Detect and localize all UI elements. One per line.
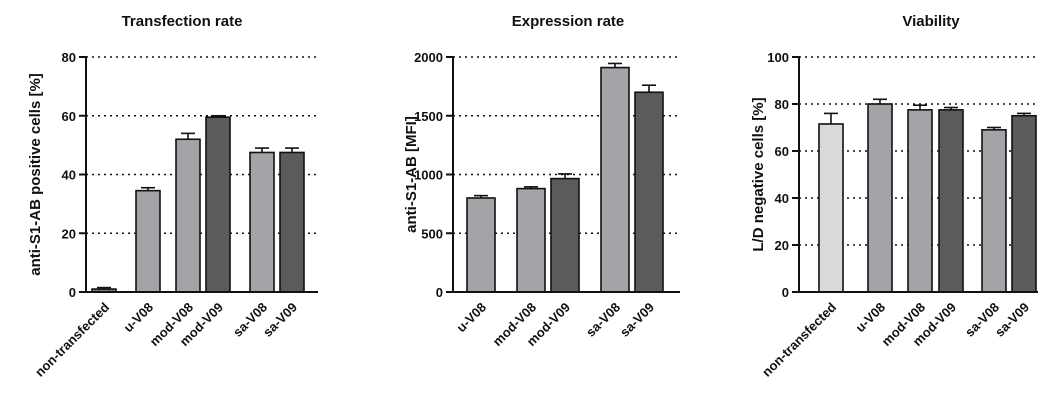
bar-u-V08 [867, 103, 893, 293]
bar-sa-V09 [634, 91, 664, 293]
bar-sa-V08 [249, 151, 275, 293]
bar-mod-V08 [516, 187, 546, 293]
x-category-label: u-V08 [852, 300, 888, 336]
y-tick-label: 60 [775, 144, 789, 159]
y-axis-label: anti-S1-AB positive cells [%] [27, 73, 44, 276]
bar-non-transfected [818, 123, 844, 293]
x-category-label: sa-V09 [617, 300, 657, 340]
y-axis-label: anti-S1-AB [MFI] [403, 116, 420, 233]
bar-mod-V09 [938, 109, 964, 293]
x-category-label: sa-V09 [992, 300, 1032, 340]
y-tick-label: 1000 [414, 168, 443, 183]
y-tick-label: 100 [767, 50, 789, 65]
y-tick-label: 0 [69, 285, 76, 300]
bar-mod-V09 [205, 116, 231, 293]
y-axis-label: L/D negative cells [%] [750, 97, 767, 251]
x-category-label: non-transfected [32, 299, 112, 379]
x-category-label: sa-V09 [260, 300, 300, 340]
bar-mod-V08 [175, 138, 201, 293]
y-tick-label: 0 [782, 285, 789, 300]
bar-sa-V08 [981, 129, 1007, 293]
bar-u-V08 [135, 189, 161, 293]
y-tick-label: 40 [62, 168, 76, 183]
chart-title: Transfection rate [122, 13, 243, 30]
y-tick-label: 80 [62, 50, 76, 65]
y-tick-label: 1500 [414, 109, 443, 124]
bar-mod-V08 [907, 109, 933, 293]
x-category-label: u-V08 [453, 300, 489, 336]
bar-mod-V09 [550, 177, 580, 293]
chart-panel-2: Expression rate anti-S1-AB [MFI] 0 500 1000 1… [403, 13, 680, 349]
bar-sa-V09 [279, 151, 305, 293]
y-tick-label: 20 [775, 238, 789, 253]
x-category-label: sa-V08 [583, 300, 623, 340]
bar-sa-V08 [600, 66, 630, 293]
y-tick-label: 500 [421, 226, 443, 241]
y-tick-label: 80 [775, 97, 789, 112]
bar-u-V08 [466, 197, 496, 293]
y-tick-label: 2000 [414, 50, 443, 65]
y-tick-label: 60 [62, 109, 76, 124]
chart-title: Viability [902, 13, 960, 30]
x-category-label: non-transfected [759, 299, 839, 379]
chart-title: Expression rate [512, 13, 625, 30]
y-tick-label: 0 [436, 285, 443, 300]
bar-sa-V09 [1011, 114, 1037, 293]
chart-panel-3: Viability L/D negative cells [%] 0 20 40 60 80… [750, 13, 1038, 380]
y-tick-label: 40 [775, 191, 789, 206]
y-tick-label: 20 [62, 226, 76, 241]
x-category-label: u-V08 [120, 300, 156, 336]
chart-panel-1: Transfection rate anti-S1-AB positive cel… [27, 13, 318, 380]
